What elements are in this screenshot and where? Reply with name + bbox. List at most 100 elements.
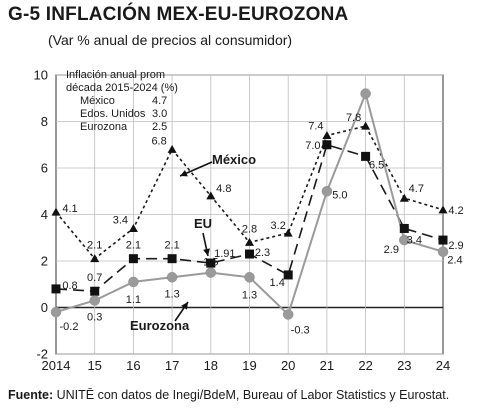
annotation-line: década 2015-2024 (%) [66, 82, 178, 94]
leader-arrow-mxico [180, 169, 188, 177]
point-mxico [128, 223, 138, 232]
point-mxico [438, 205, 448, 214]
point-eu [283, 270, 293, 280]
point-eurozona [205, 267, 217, 278]
y-tick-label: 8 [41, 114, 48, 129]
data-label-eu: 2.3 [255, 247, 270, 259]
point-eurozona [282, 309, 294, 320]
data-label-mxico: 3.2 [271, 220, 286, 232]
data-label-eu: 3.4 [407, 234, 422, 246]
x-tick-label: 18 [204, 358, 218, 373]
data-label-mxico: 2.1 [87, 240, 102, 252]
leader-arrow-eu [203, 248, 210, 256]
data-label-eurozona: 1.3 [164, 288, 179, 300]
source-footer: Fuente: UNITĒ con datos de Inegi/BdeM, B… [8, 388, 449, 402]
point-mxico [90, 254, 100, 263]
point-eurozona [89, 295, 100, 306]
data-label-eu: 6.5 [369, 159, 384, 171]
point-eu [90, 286, 100, 296]
x-tick-label: 24 [436, 358, 450, 373]
point-eurozona [360, 88, 371, 99]
point-eurozona [166, 272, 178, 283]
data-label-eurozona: 0.3 [87, 312, 102, 324]
data-label-eurozona: 2.4 [447, 255, 462, 267]
data-label-mxico: 2.8 [242, 223, 257, 235]
data-label-eurozona: 1.3 [242, 289, 257, 301]
point-eu [206, 258, 216, 268]
chart-title: G-5 INFLACIÓN MEX-EU-EUROZONA [8, 4, 349, 25]
point-eurozona [128, 276, 139, 288]
x-tick-label: 19 [242, 358, 256, 373]
data-label-mxico: 4.7 [409, 183, 424, 195]
x-tick-label: 21 [320, 358, 334, 373]
chart-subtitle: (Var % anual de precios al consumidor) [48, 32, 293, 48]
data-label-eurozona: 2.9 [384, 244, 399, 256]
series-label-eu: EU [194, 216, 212, 231]
data-label-eu: 0.8 [62, 280, 77, 292]
data-label-eu: 2.1 [126, 240, 141, 252]
point-eu [361, 151, 371, 161]
data-label-eurozona: 1.1 [126, 294, 141, 306]
point-eurozona [399, 234, 410, 246]
x-tick-label: 20 [281, 358, 295, 373]
x-tick-label: 22 [358, 358, 372, 373]
data-label-eu: 7.0 [305, 140, 320, 152]
x-tick-label: 16 [126, 358, 140, 373]
point-eu [245, 249, 254, 259]
y-tick-label: 2 [41, 254, 48, 269]
point-eu [399, 223, 409, 233]
series-label-eurozona: Eurozona [130, 318, 190, 333]
y-tick-label: 0 [41, 300, 48, 315]
point-eu [438, 235, 448, 245]
data-label-mxico: 7.4 [308, 120, 323, 132]
data-label-mxico: 4.8 [216, 183, 231, 195]
data-label-eu: 1.91 [214, 248, 235, 260]
data-label-mxico: 6.8 [151, 135, 166, 147]
data-label-eu: 0.7 [87, 272, 102, 284]
source-text: UNITĒ con datos de Inegi/BdeM, Bureau of… [53, 388, 450, 402]
point-eu [322, 140, 332, 150]
y-tick-label: -2 [36, 347, 48, 362]
data-label-eurozona: 5.0 [332, 189, 347, 201]
data-label-eurozona: -0.3 [291, 324, 310, 336]
point-eu [128, 254, 138, 264]
annotation-line: Inflación anual prom [66, 69, 165, 81]
annotation-row-name: Edos. Unidos [80, 108, 146, 120]
point-eurozona [244, 272, 255, 283]
data-label-mxico: 4.2 [448, 205, 463, 217]
annotation-row-name: Eurozona [80, 121, 128, 133]
data-label-mxico: 3.4 [113, 214, 128, 226]
x-tick-label: 2014 [42, 358, 71, 373]
point-mxico [51, 207, 61, 216]
x-tick-label: 15 [87, 358, 101, 373]
data-label-mxico: 7.8 [346, 112, 361, 124]
source-label: Fuente: [8, 388, 54, 402]
annotation-row-value: 4.7 [152, 95, 167, 107]
point-mxico [399, 193, 409, 202]
data-label-eurozona: 1.5 [203, 257, 218, 269]
point-eurozona [50, 306, 62, 318]
annotation-row-name: México [80, 95, 115, 107]
x-tick-label: 17 [165, 358, 179, 373]
point-mxico [361, 121, 371, 130]
y-tick-label: 6 [41, 161, 48, 176]
annotation-row-value: 3.0 [152, 108, 167, 120]
point-mxico [167, 144, 177, 153]
data-label-eu: 1.4 [270, 277, 285, 289]
series-label-mxico: México [212, 152, 256, 167]
annotation-row-value: 2.5 [152, 121, 167, 133]
point-mxico [322, 130, 332, 139]
leader-arrow-eurozona [181, 302, 188, 310]
y-tick-label: 10 [34, 68, 48, 83]
point-eu [167, 254, 177, 264]
point-mxico [206, 191, 216, 200]
y-tick-label: 4 [41, 207, 48, 222]
data-label-eu: 2.9 [448, 240, 463, 252]
data-label-mxico: 4.1 [62, 203, 77, 215]
point-eurozona [321, 186, 333, 197]
point-eurozona [437, 246, 449, 257]
data-label-eurozona: -0.2 [60, 321, 79, 333]
point-mxico [245, 237, 254, 246]
x-tick-label: 23 [397, 358, 411, 373]
